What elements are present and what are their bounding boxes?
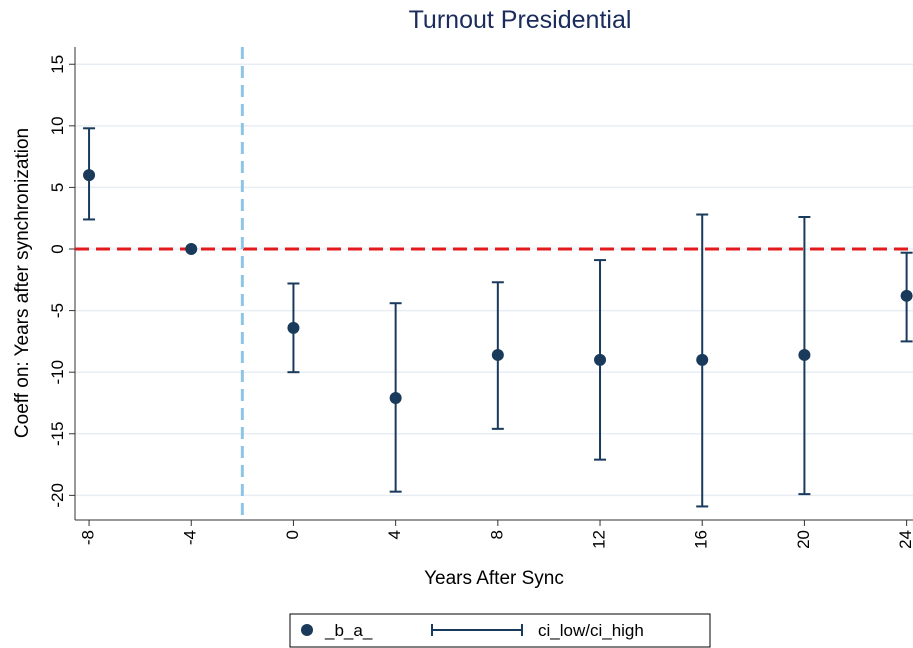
y-tick-label: -20 xyxy=(48,483,67,508)
x-tick-label: -8 xyxy=(79,530,98,545)
point xyxy=(83,169,96,182)
point xyxy=(798,348,811,361)
x-tick-label: 8 xyxy=(487,530,506,539)
y-tick-label: -15 xyxy=(48,421,67,446)
point xyxy=(491,348,504,361)
legend-label: ci_low/ci_high xyxy=(538,621,644,640)
point xyxy=(696,353,709,366)
y-tick-label: -10 xyxy=(48,360,67,385)
y-tick-label: 5 xyxy=(48,183,67,192)
y-axis-title: Coeff on: Years after synchronization xyxy=(12,128,33,438)
x-tick-label: 16 xyxy=(692,530,711,549)
y-tick-label: 0 xyxy=(48,244,67,253)
point xyxy=(287,321,300,334)
x-tick-label: 12 xyxy=(590,530,609,549)
y-tick-label: -5 xyxy=(48,303,67,318)
x-tick-label: 0 xyxy=(283,530,302,539)
y-tick-label: 15 xyxy=(48,55,67,74)
point xyxy=(389,392,402,405)
point xyxy=(594,353,607,366)
x-tick-label: -4 xyxy=(181,530,200,545)
point xyxy=(185,243,198,256)
x-axis-title: Years After Sync xyxy=(424,568,564,589)
x-tick-label: 4 xyxy=(385,530,404,539)
legend-label: _b_a_ xyxy=(324,621,373,640)
y-tick-label: 10 xyxy=(48,116,67,135)
point xyxy=(900,289,913,302)
chart-title: Turnout Presidential xyxy=(409,6,632,34)
x-tick-label: 24 xyxy=(896,530,913,549)
legend-marker xyxy=(301,624,313,636)
x-tick-label: 20 xyxy=(794,530,813,549)
